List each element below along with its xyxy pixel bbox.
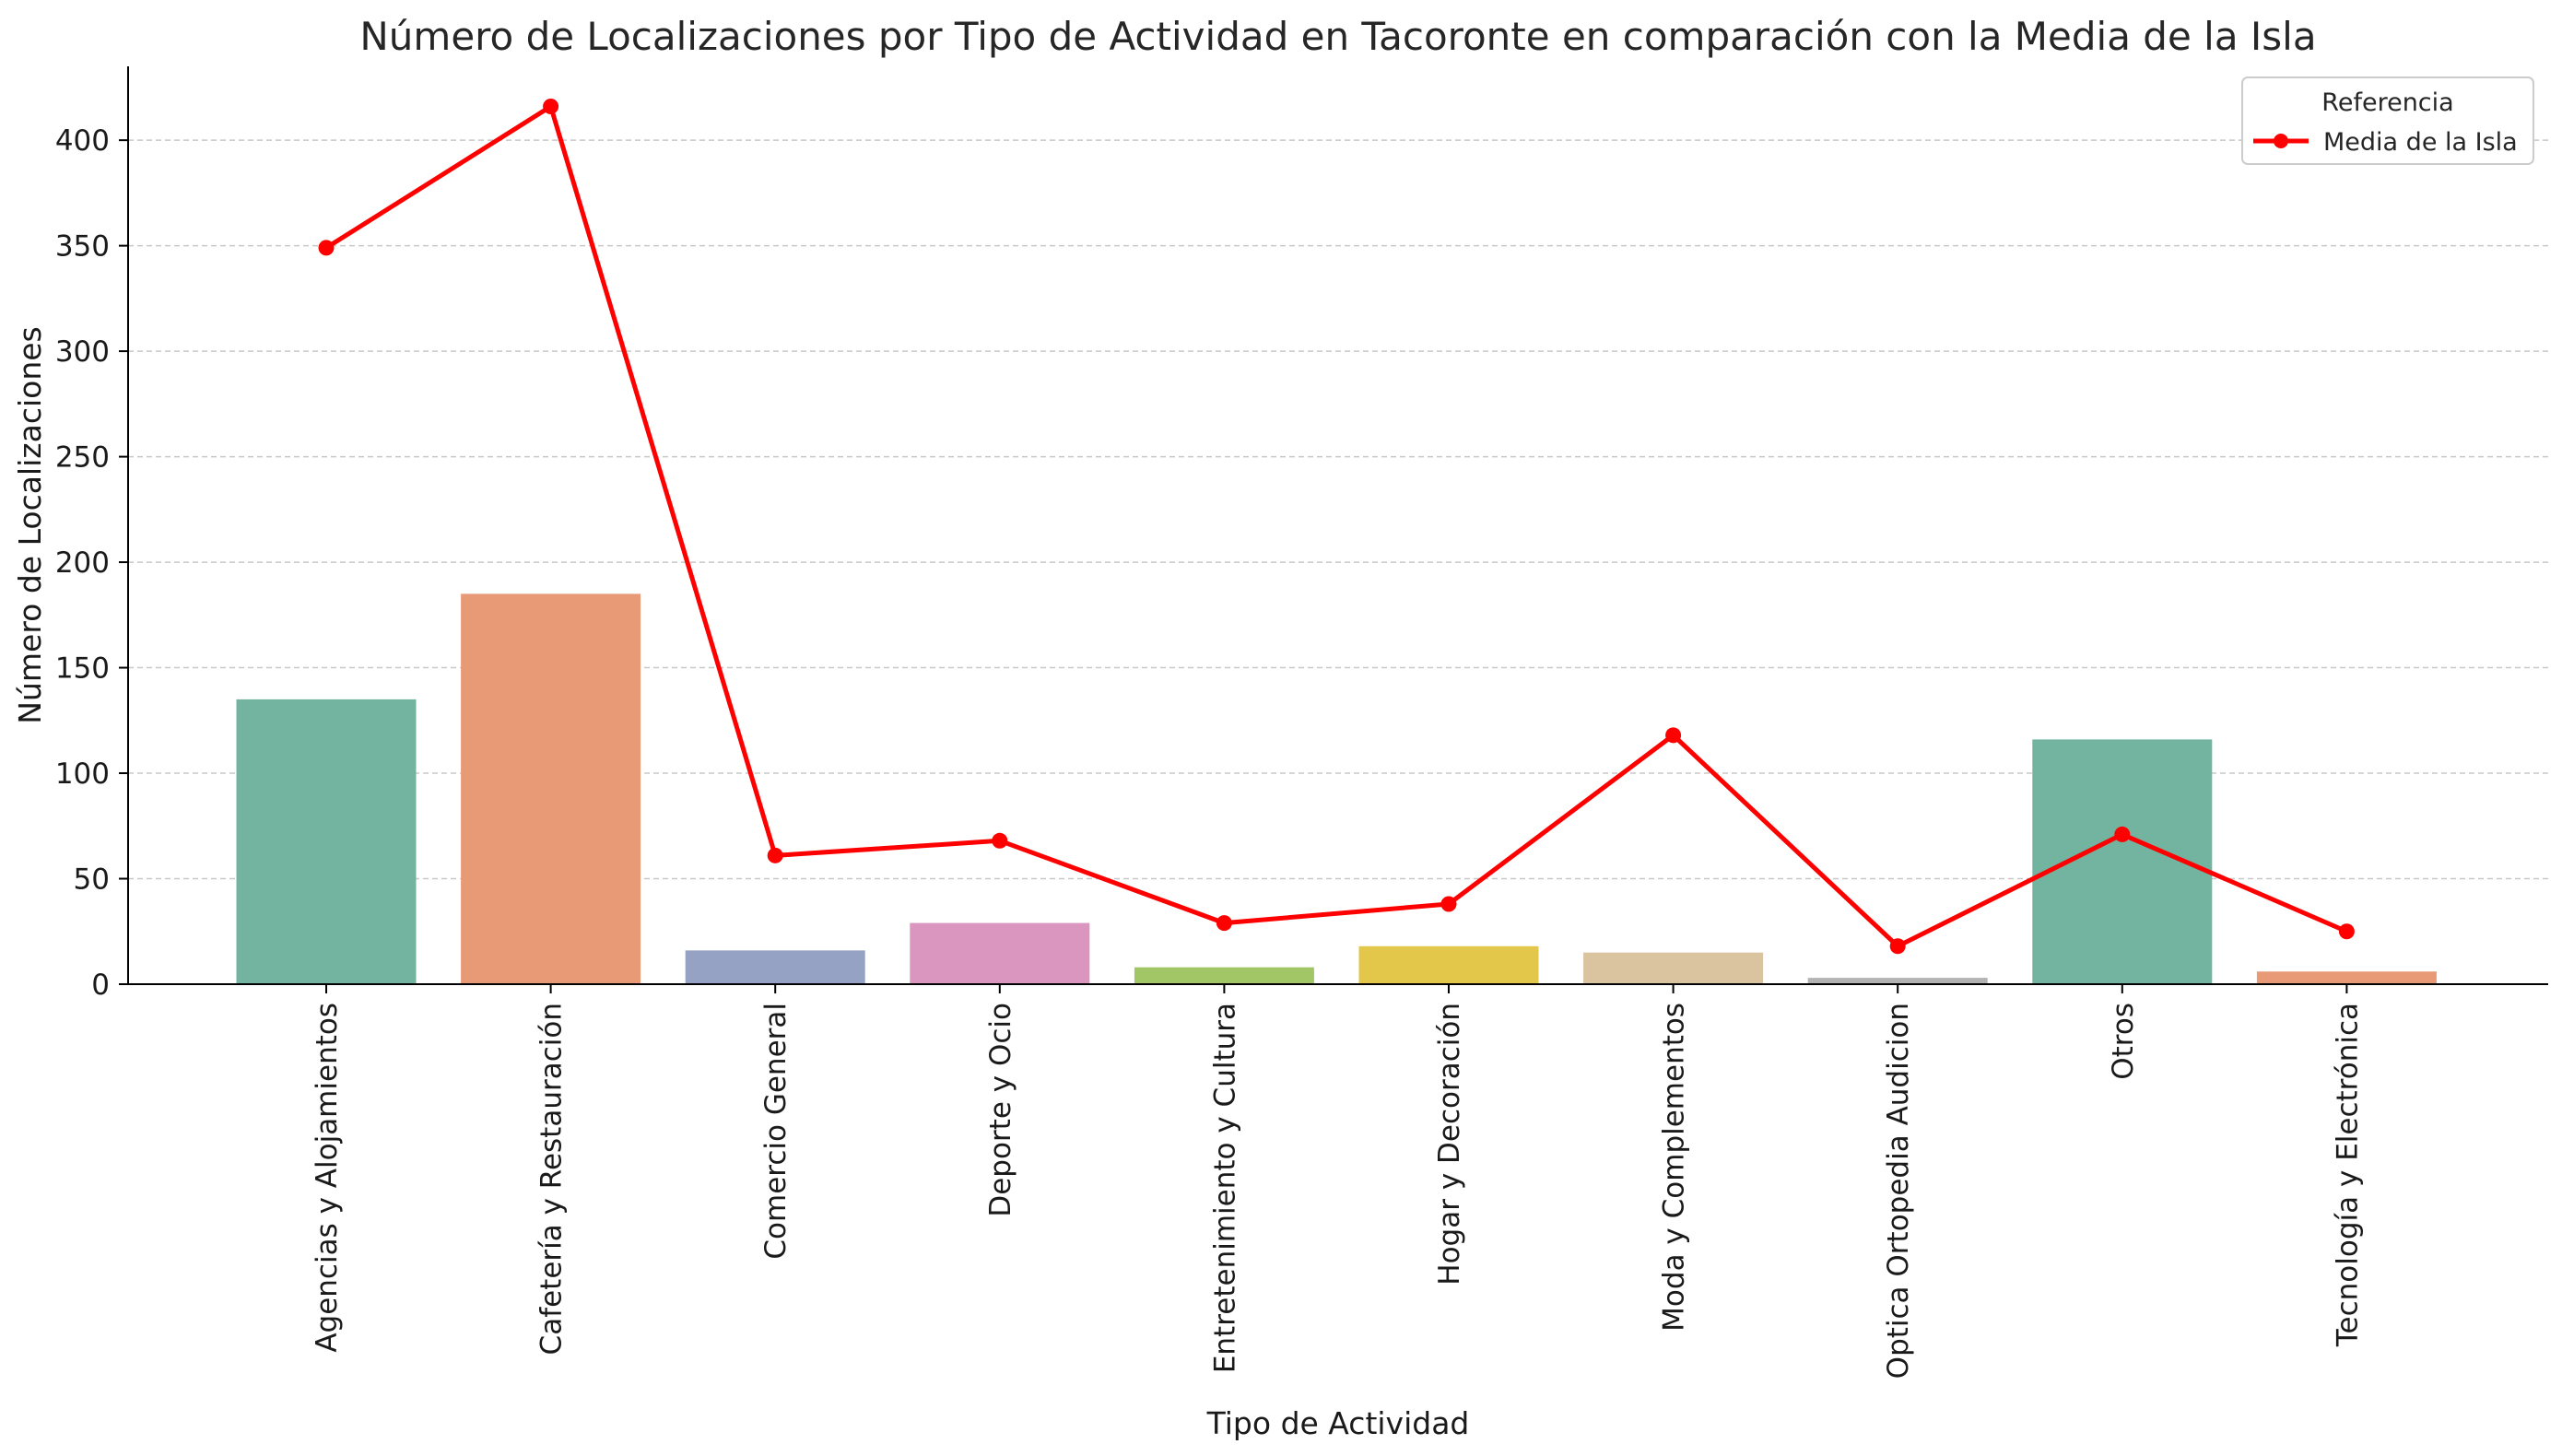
y-tick-label-50: 50 xyxy=(74,863,110,897)
x-tick-label-2: Cafetería y Restauración xyxy=(535,1003,569,1355)
media-isla-point-9 xyxy=(2114,826,2131,842)
x-tick-label-10: Tecnología y Electrónica xyxy=(2331,1003,2364,1347)
y-tick-label-400: 400 xyxy=(55,124,110,158)
x-tick-label-3: Comercio General xyxy=(759,1003,793,1260)
bar-3 xyxy=(685,950,865,984)
media-isla-line xyxy=(324,104,2348,949)
media-isla-point-4 xyxy=(992,832,1008,849)
bar-8 xyxy=(1807,978,1988,984)
bar-6 xyxy=(1358,945,1539,984)
y-axis-label: Número de Localizaciones xyxy=(12,326,48,723)
bars xyxy=(236,593,2437,984)
media-isla-point-3 xyxy=(767,847,783,863)
x-axis-label: Tipo de Actividad xyxy=(1206,1405,1470,1441)
x-tick-label-6: Hogar y Decoración xyxy=(1433,1003,1466,1286)
legend-box xyxy=(2241,76,2534,165)
bar-5 xyxy=(1134,967,1314,984)
y-tick-label-350: 350 xyxy=(55,230,110,264)
bar-10 xyxy=(2256,971,2437,984)
y-tick-label-300: 300 xyxy=(55,335,110,369)
media-isla-point-8 xyxy=(1889,938,1906,955)
media-isla-point-7 xyxy=(1665,727,1682,744)
grid-lines xyxy=(128,139,2548,880)
bar-4 xyxy=(910,922,1090,984)
y-ticks: 0 50 100 150 200 250 300 350 400 xyxy=(55,124,128,1002)
x-ticks: Agencias y Alojamientos Cafetería y Resta… xyxy=(311,984,2364,1379)
media-isla-point-6 xyxy=(1440,896,1457,912)
media-isla-point-5 xyxy=(1216,915,1232,932)
y-tick-label-100: 100 xyxy=(55,757,110,791)
legend-label-media: Media de la Isla xyxy=(2323,128,2518,157)
media-isla-point-1 xyxy=(318,240,335,256)
media-isla-point-10 xyxy=(2338,923,2355,940)
y-tick-label-250: 250 xyxy=(55,441,110,475)
bar-1 xyxy=(236,699,417,984)
x-tick-label-7: Moda y Complementos xyxy=(1658,1003,1691,1332)
legend-title: Referencia xyxy=(2321,88,2453,117)
y-tick-label-150: 150 xyxy=(55,652,110,686)
line-series xyxy=(318,99,2355,955)
bar-7 xyxy=(1583,952,1764,984)
x-tick-label-1: Agencias y Alojamientos xyxy=(311,1003,344,1353)
bar-2 xyxy=(461,593,641,984)
x-tick-label-5: Entretenimiento y Cultura xyxy=(1208,1003,1241,1373)
x-tick-label-4: Deporte y Ocio xyxy=(984,1003,1017,1217)
legend-marker-sample xyxy=(2274,134,2288,148)
y-tick-label-200: 200 xyxy=(55,546,110,580)
legend: Referencia Media de la Isla xyxy=(2241,76,2534,165)
y-tick-label-0: 0 xyxy=(91,969,110,1002)
media-isla-point-2 xyxy=(543,99,559,115)
x-tick-label-8: Optica Ortopedia Audicion xyxy=(1882,1003,1915,1379)
x-tick-label-9: Otros xyxy=(2107,1003,2140,1080)
chart-title: Número de Localizaciones por Tipo de Act… xyxy=(359,14,2316,59)
